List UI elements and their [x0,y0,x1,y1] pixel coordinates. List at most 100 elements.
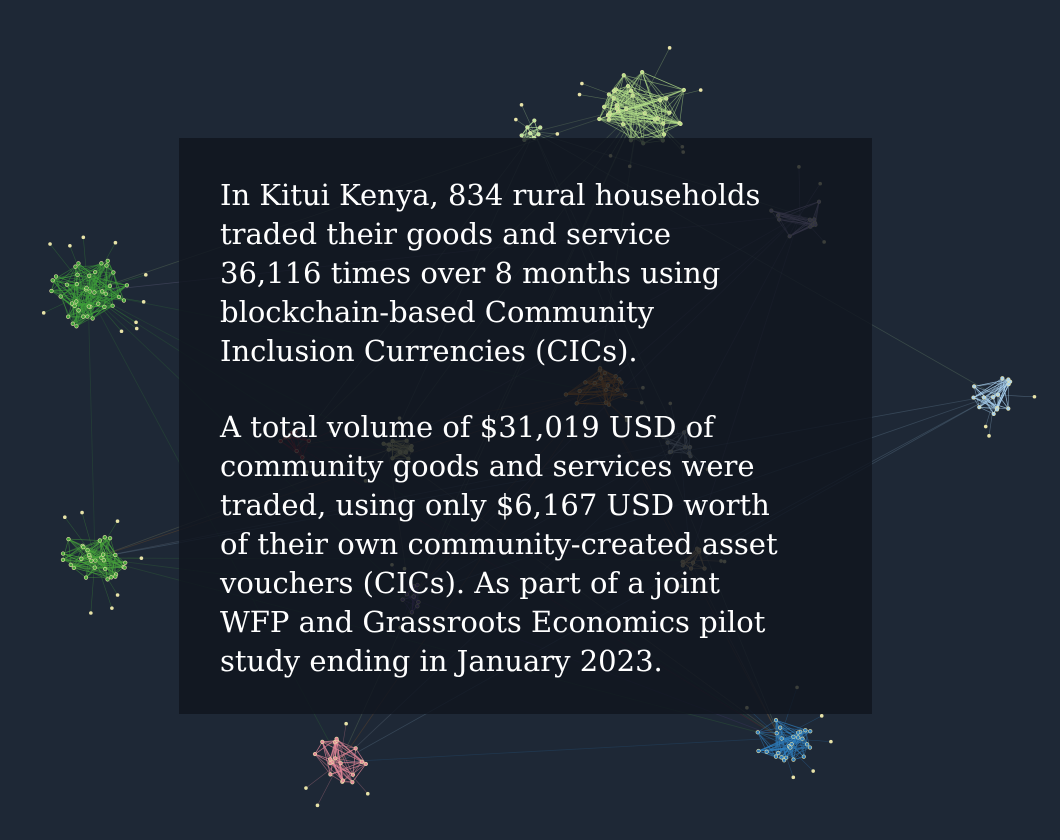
network-edge [623,74,670,113]
network-node [776,750,781,756]
network-edge [81,558,95,568]
network-node [971,395,976,400]
network-edge [608,112,645,121]
network-edge [68,538,100,541]
network-node [801,754,806,759]
network-edge [609,112,655,120]
network-edge [997,394,999,409]
network-node [613,87,618,92]
network-edge [70,564,95,568]
network-edge [60,296,74,324]
network-node [519,133,524,138]
network-node [981,395,986,400]
network-edge [43,291,89,314]
network-edge [521,104,535,133]
network-edge [88,296,120,307]
cluster-green-lower-left [60,510,144,615]
network-edge [615,89,670,114]
network-node [75,272,80,277]
network-edge [609,113,632,141]
network-edge [973,377,1003,398]
network-edge [317,761,341,806]
network-edge [336,738,363,762]
network-node [791,757,796,762]
network-edge [983,394,999,398]
network-edge [109,285,125,301]
network-node [87,552,92,558]
network-edge [322,741,362,763]
network-edge [66,266,76,285]
network-edge [613,97,627,110]
network-edge [616,95,633,109]
network-edge [626,108,680,124]
network-edge [758,750,785,761]
network-edge [72,303,99,325]
network-edge [94,265,107,273]
network-edge [803,744,808,757]
network-edge [55,276,127,286]
network-node [678,121,683,126]
network-node [92,565,97,570]
network-edge [607,94,610,116]
network-node [577,92,582,97]
cluster-light-blue-right [971,376,1037,438]
network-edge [616,98,667,106]
network-node [71,565,76,571]
network-node [640,69,645,75]
network-node [89,558,94,563]
network-node [100,289,105,294]
network-edge [330,774,343,783]
network-node [119,329,124,334]
network-edge [627,85,667,99]
network-edge [60,296,84,317]
network-edge [76,301,93,319]
network-edge [78,263,84,317]
network-node [104,263,109,268]
network-node [74,299,79,304]
network-node [76,261,81,266]
network-edge [615,89,624,125]
network-node [987,434,991,438]
network-node [81,235,86,240]
network-edge [996,379,1009,410]
network-edge [641,71,665,135]
network-node [60,557,66,562]
network-node [803,728,808,733]
network-edge [107,260,125,301]
network-edge [73,540,101,569]
network-node [48,242,52,246]
network-node [111,270,116,275]
network-edge [101,262,114,273]
network-edge [657,112,670,119]
network-edge [758,743,792,752]
network-edge [87,291,137,329]
network-edge [639,47,670,106]
network-edge [87,274,146,293]
network-node [764,749,769,754]
network-edge [662,89,685,141]
network-edge [52,274,78,281]
network-node [525,125,530,130]
network-edge [339,761,369,794]
network-node [667,110,672,115]
network-node [64,282,69,287]
network-edge [779,737,794,778]
network-edge [639,89,701,106]
network-edge [625,71,643,109]
inter-cluster-link [87,291,96,559]
network-node [1006,377,1011,382]
network-edge [62,539,69,560]
network-edge [616,104,670,114]
network-edge [330,761,362,764]
network-edge [352,763,367,783]
network-node [103,566,108,572]
network-edge [104,537,117,575]
network-node [353,746,358,751]
network-node [79,556,84,561]
network-node [652,117,658,122]
network-node [86,304,91,309]
network-edge [983,379,1009,398]
network-node [41,311,46,315]
network-edge [613,75,625,99]
